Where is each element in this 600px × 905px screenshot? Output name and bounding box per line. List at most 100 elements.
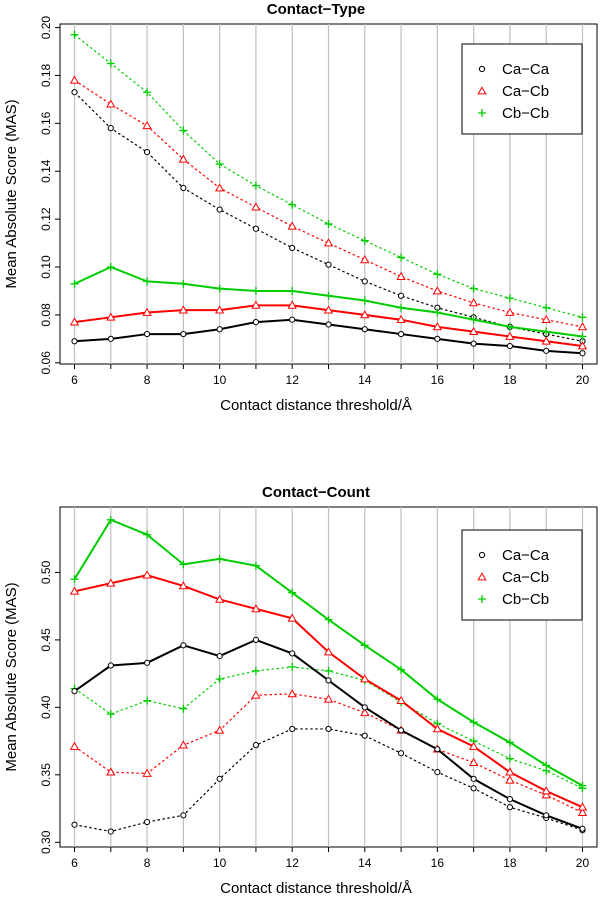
x-axis: 6 8 10 12 14 16 18 20 bbox=[71, 364, 589, 387]
data-point bbox=[505, 775, 515, 784]
series-line bbox=[74, 34, 583, 318]
data-point bbox=[106, 710, 115, 719]
data-point bbox=[361, 732, 368, 739]
data-point bbox=[577, 807, 588, 816]
x-tick-label: 10 bbox=[213, 373, 227, 387]
series-solid-circle bbox=[71, 316, 586, 357]
data-point bbox=[252, 225, 260, 232]
legend-marker-shape bbox=[478, 551, 486, 559]
series-dotted-circle bbox=[71, 725, 586, 835]
data-point bbox=[215, 675, 224, 684]
data-point bbox=[215, 554, 224, 563]
data-point bbox=[505, 331, 515, 340]
data-point bbox=[432, 286, 443, 295]
y-tick-label: 0.06 bbox=[39, 351, 53, 375]
data-point bbox=[397, 292, 405, 299]
data-point bbox=[71, 821, 78, 828]
data-point bbox=[252, 742, 260, 749]
data-point bbox=[178, 581, 189, 590]
data-point bbox=[178, 740, 189, 749]
data-point bbox=[70, 30, 79, 39]
legend-label: Ca−Ca bbox=[502, 61, 550, 78]
data-point bbox=[288, 286, 297, 295]
plus-icon bbox=[478, 109, 486, 117]
data-point bbox=[396, 271, 406, 280]
data-point bbox=[323, 238, 334, 247]
data-point bbox=[251, 561, 260, 570]
x-tick-label: 16 bbox=[431, 373, 445, 387]
data-point bbox=[470, 340, 477, 347]
data-point bbox=[360, 310, 370, 319]
data-point bbox=[434, 746, 441, 753]
x-tick-label: 12 bbox=[286, 373, 300, 387]
data-point bbox=[251, 181, 260, 190]
data-point bbox=[360, 707, 370, 717]
x-tick-label: 6 bbox=[71, 856, 78, 870]
data-point bbox=[468, 757, 479, 767]
x-tick-label: 8 bbox=[144, 856, 151, 870]
data-point bbox=[106, 99, 116, 108]
data-point bbox=[143, 88, 152, 97]
data-point bbox=[287, 300, 297, 309]
data-point bbox=[360, 255, 370, 264]
data-point bbox=[143, 530, 152, 539]
series-solid-plus bbox=[70, 263, 587, 341]
series-line bbox=[74, 693, 583, 814]
x-tick-label: 14 bbox=[358, 856, 372, 870]
data-point bbox=[69, 317, 80, 326]
data-point bbox=[470, 785, 477, 792]
data-point bbox=[178, 305, 189, 314]
data-point bbox=[396, 695, 406, 704]
data-point bbox=[142, 307, 152, 316]
y-tick-label: 0.40 bbox=[39, 695, 53, 719]
legend-marker-shape bbox=[477, 86, 487, 95]
plus-icon bbox=[478, 595, 486, 603]
data-point bbox=[505, 322, 514, 331]
data-point bbox=[69, 741, 80, 750]
x-tick-label: 20 bbox=[576, 856, 590, 870]
data-point bbox=[579, 825, 586, 832]
data-point bbox=[542, 303, 551, 312]
legend-item-ca-cb: Ca−Cb bbox=[477, 569, 549, 586]
data-point bbox=[397, 303, 406, 312]
data-point bbox=[180, 330, 187, 338]
data-point bbox=[361, 704, 368, 711]
y-tick-label: 0.12 bbox=[39, 207, 53, 231]
data-point bbox=[252, 636, 260, 643]
data-point bbox=[288, 662, 297, 671]
data-point bbox=[541, 314, 551, 324]
x-tick-label: 8 bbox=[144, 373, 151, 387]
data-point bbox=[143, 818, 151, 826]
data-point bbox=[288, 588, 297, 597]
data-point bbox=[289, 650, 296, 657]
data-point bbox=[325, 321, 332, 328]
x-tick-label: 12 bbox=[286, 856, 300, 870]
data-point bbox=[361, 326, 368, 333]
x-axis-label: Contact distance threshold/Å bbox=[220, 397, 412, 414]
data-point bbox=[325, 677, 332, 684]
data-point bbox=[397, 665, 406, 674]
data-point bbox=[106, 312, 116, 321]
series-layer bbox=[69, 515, 588, 835]
y-tick-label: 0.18 bbox=[39, 63, 53, 87]
data-point bbox=[106, 263, 115, 272]
data-point bbox=[179, 279, 188, 288]
data-point bbox=[106, 578, 116, 587]
x-tick-label: 18 bbox=[503, 856, 517, 870]
data-point bbox=[361, 278, 368, 285]
data-point bbox=[69, 586, 80, 595]
data-point bbox=[142, 768, 152, 777]
legend-marker-shape bbox=[478, 65, 486, 73]
data-point bbox=[251, 666, 260, 675]
data-point bbox=[215, 284, 224, 293]
data-point bbox=[506, 804, 514, 811]
data-point bbox=[506, 342, 514, 350]
data-point bbox=[69, 75, 80, 84]
series-solid-circle bbox=[71, 636, 586, 832]
data-point bbox=[324, 666, 333, 675]
y-tick-label: 0.50 bbox=[39, 560, 53, 584]
series-line bbox=[74, 728, 583, 833]
data-point bbox=[323, 647, 334, 656]
data-point bbox=[289, 725, 296, 733]
